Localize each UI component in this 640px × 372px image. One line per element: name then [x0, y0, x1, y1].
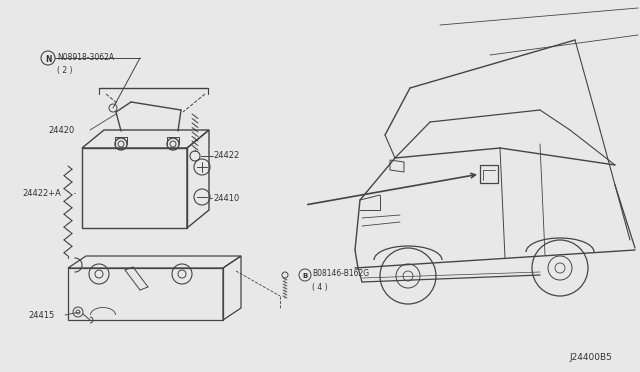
- Text: 24422+A: 24422+A: [22, 189, 61, 198]
- Text: B: B: [302, 273, 308, 279]
- Text: 24420: 24420: [48, 125, 74, 135]
- Text: N: N: [45, 55, 51, 64]
- Text: B08146-B162G: B08146-B162G: [312, 269, 369, 279]
- Text: ( 2 ): ( 2 ): [57, 66, 72, 75]
- Text: 24415: 24415: [28, 311, 54, 320]
- Text: ( 4 ): ( 4 ): [312, 283, 328, 292]
- Text: 24410: 24410: [213, 193, 239, 202]
- Text: J24400B5: J24400B5: [569, 353, 612, 362]
- Text: N08918-3062A: N08918-3062A: [57, 52, 114, 61]
- Text: 24422: 24422: [213, 151, 239, 160]
